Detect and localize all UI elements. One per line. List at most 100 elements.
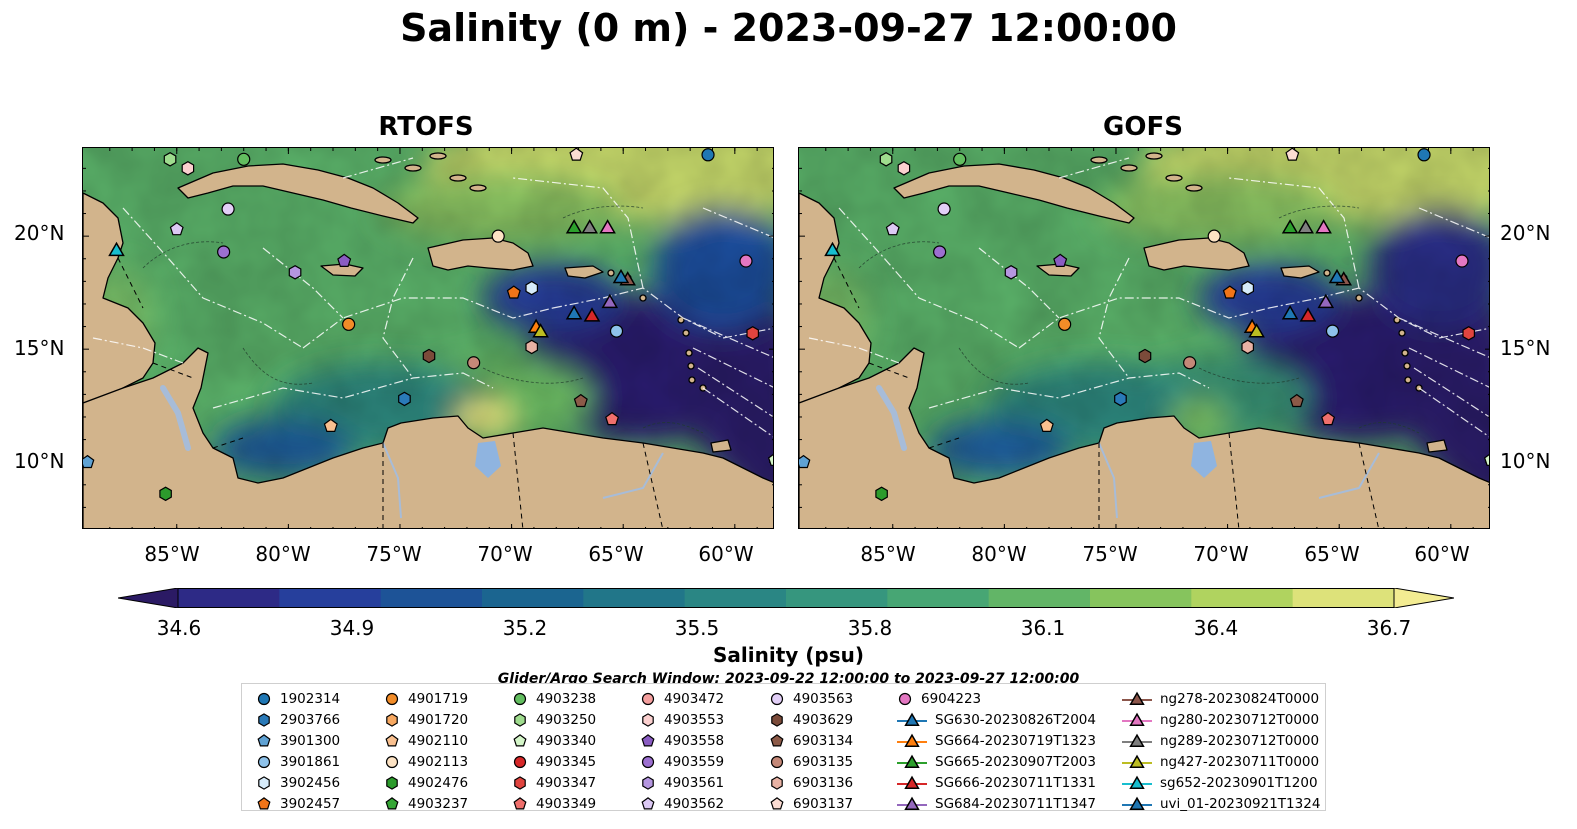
circle-marker-icon [257, 755, 271, 768]
legend-item: 6904223 [897, 688, 1096, 709]
observation-marker-4903561 [288, 265, 302, 280]
legend: 1902314 2903766 3901300 3901861 3902456 39024… [241, 683, 1326, 814]
circle-marker-icon [770, 755, 784, 768]
legend-column: 4901719 4901720 4902110 4902113 4902476 49032… [384, 688, 468, 814]
eez-boundaries [92, 157, 773, 438]
legend-item: 4903237 [384, 793, 468, 814]
observation-marker-4903562 [169, 222, 184, 236]
observation-marker-4903558 [1053, 253, 1068, 268]
lon-tick-65w: 65°W [588, 542, 644, 566]
gofs-panel-title: GOFS [1103, 112, 1183, 142]
circle-marker-icon [385, 692, 399, 705]
pentagon-marker-icon [257, 796, 271, 809]
observation-marker-1902314 [701, 148, 715, 162]
legend-label: 3901300 [280, 732, 341, 749]
legend-label: SG665-20230907T2003 [935, 753, 1096, 770]
rtofs-salinity-map[interactable] [82, 147, 774, 529]
observation-marker-4903340 [1483, 454, 1489, 466]
legend-item: 4903349 [512, 793, 596, 814]
legend-item: 4903559 [640, 751, 724, 772]
legend-label: sg652-20230901T1200 [1160, 774, 1318, 791]
legend-label: 4903238 [536, 690, 597, 707]
colorbar-tick: 34.9 [329, 616, 375, 640]
figure-title: Salinity (0 m) - 2023-09-27 12:00:00 [400, 6, 1177, 50]
triangle-marker-icon [1122, 775, 1152, 789]
observation-marker-4903562 [885, 222, 900, 236]
pentagon-marker-icon [770, 733, 784, 746]
lat-tick-left-20n: 20°N [14, 221, 65, 245]
observation-marker-sg630-20230826t2004 [565, 304, 583, 320]
legend-label: SG630-20230826T2004 [935, 711, 1096, 728]
observation-marker-4902113 [1207, 229, 1221, 243]
gofs-salinity-map[interactable] [798, 147, 1490, 529]
observation-marker-4902110 [323, 418, 338, 432]
legend-item: 4903472 [640, 688, 724, 709]
legend-item: SG684-20230711T1347 [897, 793, 1096, 814]
lat-tick-right-10n: 10°N [1500, 449, 1551, 473]
pentagon-marker-icon [770, 796, 784, 809]
colorbar-segment [178, 588, 280, 608]
legend-label: 2903766 [280, 711, 341, 728]
legend-label: 6903135 [793, 753, 854, 770]
legend-item: 6903137 [769, 793, 853, 814]
pentagon-marker-icon [385, 796, 399, 809]
legend-item: ng427-20230711T0000 [1122, 751, 1320, 772]
legend-label: 6904223 [921, 690, 982, 707]
legend-item: 4903558 [640, 730, 724, 751]
observation-marker-4903553 [897, 161, 911, 176]
circle-marker-icon [641, 755, 655, 768]
legend-label: 4902113 [408, 753, 469, 770]
observation-marker-6903135 [467, 356, 481, 370]
lon-tick-70w: 70°W [1193, 542, 1249, 566]
lat-tick-left-15n: 15°N [14, 336, 65, 360]
legend-label: ng289-20230712T0000 [1160, 732, 1320, 749]
circle-marker-icon [770, 692, 784, 705]
legend-label: 4903340 [536, 732, 597, 749]
legend-item: 4903340 [512, 730, 596, 751]
observation-marker-6903136 [525, 339, 538, 355]
legend-label: 3902456 [280, 774, 341, 791]
colorbar-segment [380, 588, 483, 608]
lon-tick-60w: 60°W [1414, 542, 1470, 566]
observation-marker-4903347 [1462, 326, 1476, 341]
legend-item: 4902476 [384, 772, 468, 793]
legend-label: SG664-20230719T1323 [935, 732, 1096, 749]
pentagon-marker-icon [641, 796, 655, 809]
land [799, 152, 1489, 528]
observation-marker-sg666-20230711t1331 [1299, 307, 1317, 322]
legend-label: 6903137 [793, 795, 854, 812]
legend-item: 4903345 [512, 751, 596, 772]
observation-marker-ng280-20230712t0000 [1315, 219, 1332, 234]
observation-marker-ng289-20230712t0000 [1297, 219, 1314, 234]
legend-item: 3901861 [256, 751, 340, 772]
observation-marker-sg684-20230711t1347 [601, 293, 619, 309]
legend-item: 6903135 [769, 751, 853, 772]
legend-label: 4903237 [408, 795, 469, 812]
triangle-marker-icon [1122, 712, 1152, 726]
circle-marker-icon [641, 692, 655, 705]
lat-tick-right-20n: 20°N [1500, 221, 1551, 245]
colorbar-tick: 36.1 [1020, 616, 1066, 640]
colorbar-tick: 34.6 [156, 616, 202, 640]
lon-tick-65w: 65°W [1304, 542, 1360, 566]
colorbar-segment [279, 588, 382, 608]
lat-tick-left-10n: 10°N [14, 449, 65, 473]
lon-tick-80w: 80°W [255, 542, 311, 566]
observation-marker-6903134 [573, 393, 588, 408]
triangle-marker-icon [1122, 754, 1152, 768]
observation-marker-sg630-20230826t2004 [1281, 304, 1299, 320]
legend-label: 4903558 [664, 732, 725, 749]
legend-item: 6903134 [769, 730, 853, 751]
salinity-colorbar [117, 587, 1455, 609]
colorbar-segment [988, 588, 1091, 608]
observation-marker-2903766 [398, 391, 411, 407]
legend-label: 4902476 [408, 774, 469, 791]
hexagon-marker-icon [642, 775, 654, 790]
observation-marker-4903238 [953, 152, 967, 166]
observation-marker-3901861 [1325, 324, 1340, 338]
legend-column: 4903472 4903553 4903558 4903559 4903561 49035… [640, 688, 724, 814]
colorbar-extend-high [1393, 587, 1455, 609]
legend-item: 4903629 [769, 709, 853, 730]
observation-marker-sg684-20230711t1347 [1317, 293, 1335, 309]
observation-marker-6903137 [1285, 148, 1300, 161]
